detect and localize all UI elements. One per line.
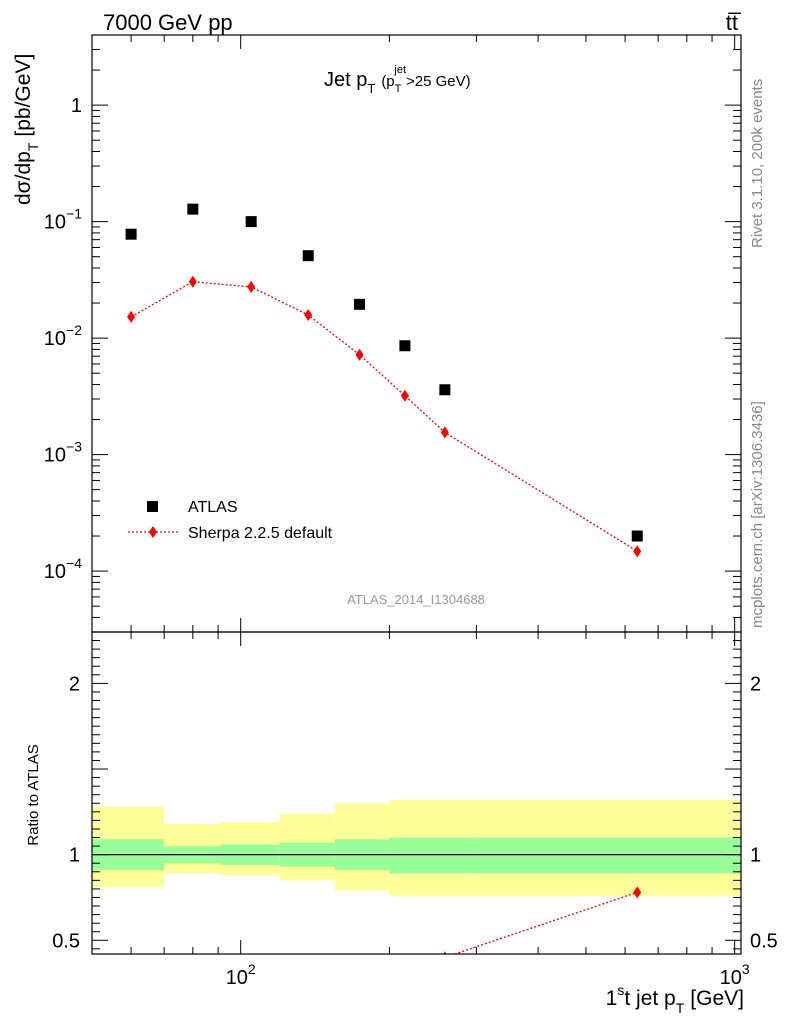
plot-title: Jet pT (pTjet>25 GeV)	[324, 64, 471, 96]
sherpa-point	[440, 426, 449, 439]
ratio-frame	[91, 631, 742, 955]
main-ytick-label: 1	[71, 95, 82, 117]
atlas-point	[187, 203, 199, 215]
main-ytick-label: 10−2	[44, 322, 82, 350]
main-frame	[91, 34, 742, 633]
sherpa-line	[130, 281, 638, 552]
ratio-sherpa-line	[452, 891, 638, 954]
ratio-xtick-label: 103	[720, 961, 750, 989]
ratio-ytick-label-right: 1	[750, 845, 761, 867]
ratio-ylabel: Ratio to ATLAS	[25, 744, 42, 845]
legend: ATLAS Sherpa 2.2.5 default	[128, 499, 333, 542]
ratio-sherpa-point	[633, 886, 642, 899]
sherpa-point	[633, 545, 642, 558]
sherpa-point	[304, 308, 313, 321]
process-label: tt̅	[726, 10, 742, 35]
main-ylabel: dσ/dpT[pb/GeV]	[12, 54, 41, 205]
stat-uncertainty-band	[389, 837, 477, 874]
atlas-point	[245, 216, 257, 228]
energy-label: 7000 GeV pp	[103, 10, 233, 35]
legend-sherpa-marker	[149, 526, 157, 538]
ratio-xtick-labels: 102 103	[226, 961, 750, 989]
mcplots-label: mcplots.cern.ch [arXiv:1306.3436]	[749, 401, 766, 628]
analysis-watermark: ATLAS_2014_I1304688	[347, 592, 485, 607]
stat-uncertainty-band	[476, 837, 741, 874]
atlas-markers	[125, 203, 643, 542]
atlas-point	[439, 384, 451, 396]
sherpa-point	[247, 280, 256, 293]
ratio-ytick-label-left: 2	[69, 673, 80, 695]
rivet-label: Rivet 3.1.10, 200k events	[749, 79, 766, 248]
ratio-sherpa-point	[443, 951, 447, 954]
sherpa-point	[188, 275, 197, 288]
main-ticks	[91, 34, 741, 633]
ratio-ticks	[91, 632, 741, 954]
ratio-panel: 2 2 1 1 0.5 0.5 102 103 Ratio to ATLAS 1st jet…	[25, 631, 778, 1016]
legend-sherpa-label: Sherpa 2.2.5 default	[188, 525, 333, 542]
atlas-point	[302, 250, 314, 262]
ratio-sherpa-markers	[401, 886, 642, 975]
legend-atlas-label: ATLAS	[188, 499, 238, 516]
sherpa-point	[127, 310, 136, 323]
ratio-sherpa-point	[401, 963, 409, 975]
ratio-ytick-labels: 2 2 1 1 0.5 0.5	[52, 673, 778, 952]
ratio-ytick-label-right: 2	[750, 673, 761, 695]
ratio-ytick-label-right: 0.5	[750, 930, 778, 952]
atlas-point	[399, 340, 411, 352]
main-ytick-label: 10−3	[44, 439, 82, 467]
ratio-ytick-label-left: 1	[69, 845, 80, 867]
legend-atlas-marker	[147, 501, 158, 512]
ratio-xtick-label: 102	[226, 961, 256, 989]
main-panel: 1 10−1 10−2 10−3 10−4 Jet pT (pTjet>25 GeV) d…	[12, 34, 742, 633]
main-ytick-label: 10−4	[44, 555, 82, 583]
ratio-bands	[92, 799, 741, 896]
ratio-ytick-label-left: 0.5	[52, 930, 80, 952]
sherpa-point	[400, 389, 409, 402]
atlas-point	[125, 228, 137, 240]
atlas-point	[631, 530, 643, 542]
ratio-sherpa-curve	[452, 891, 638, 954]
x-axis-label: 1st jet pT [GeV]	[606, 982, 744, 1016]
main-ytick-labels: 1 10−1 10−2 10−3 10−4	[44, 95, 82, 583]
sherpa-point	[355, 348, 364, 361]
main-ytick-label: 10−1	[44, 206, 82, 234]
atlas-point	[354, 298, 366, 310]
sherpa-markers	[127, 275, 642, 558]
sherpa-curve	[130, 281, 638, 552]
